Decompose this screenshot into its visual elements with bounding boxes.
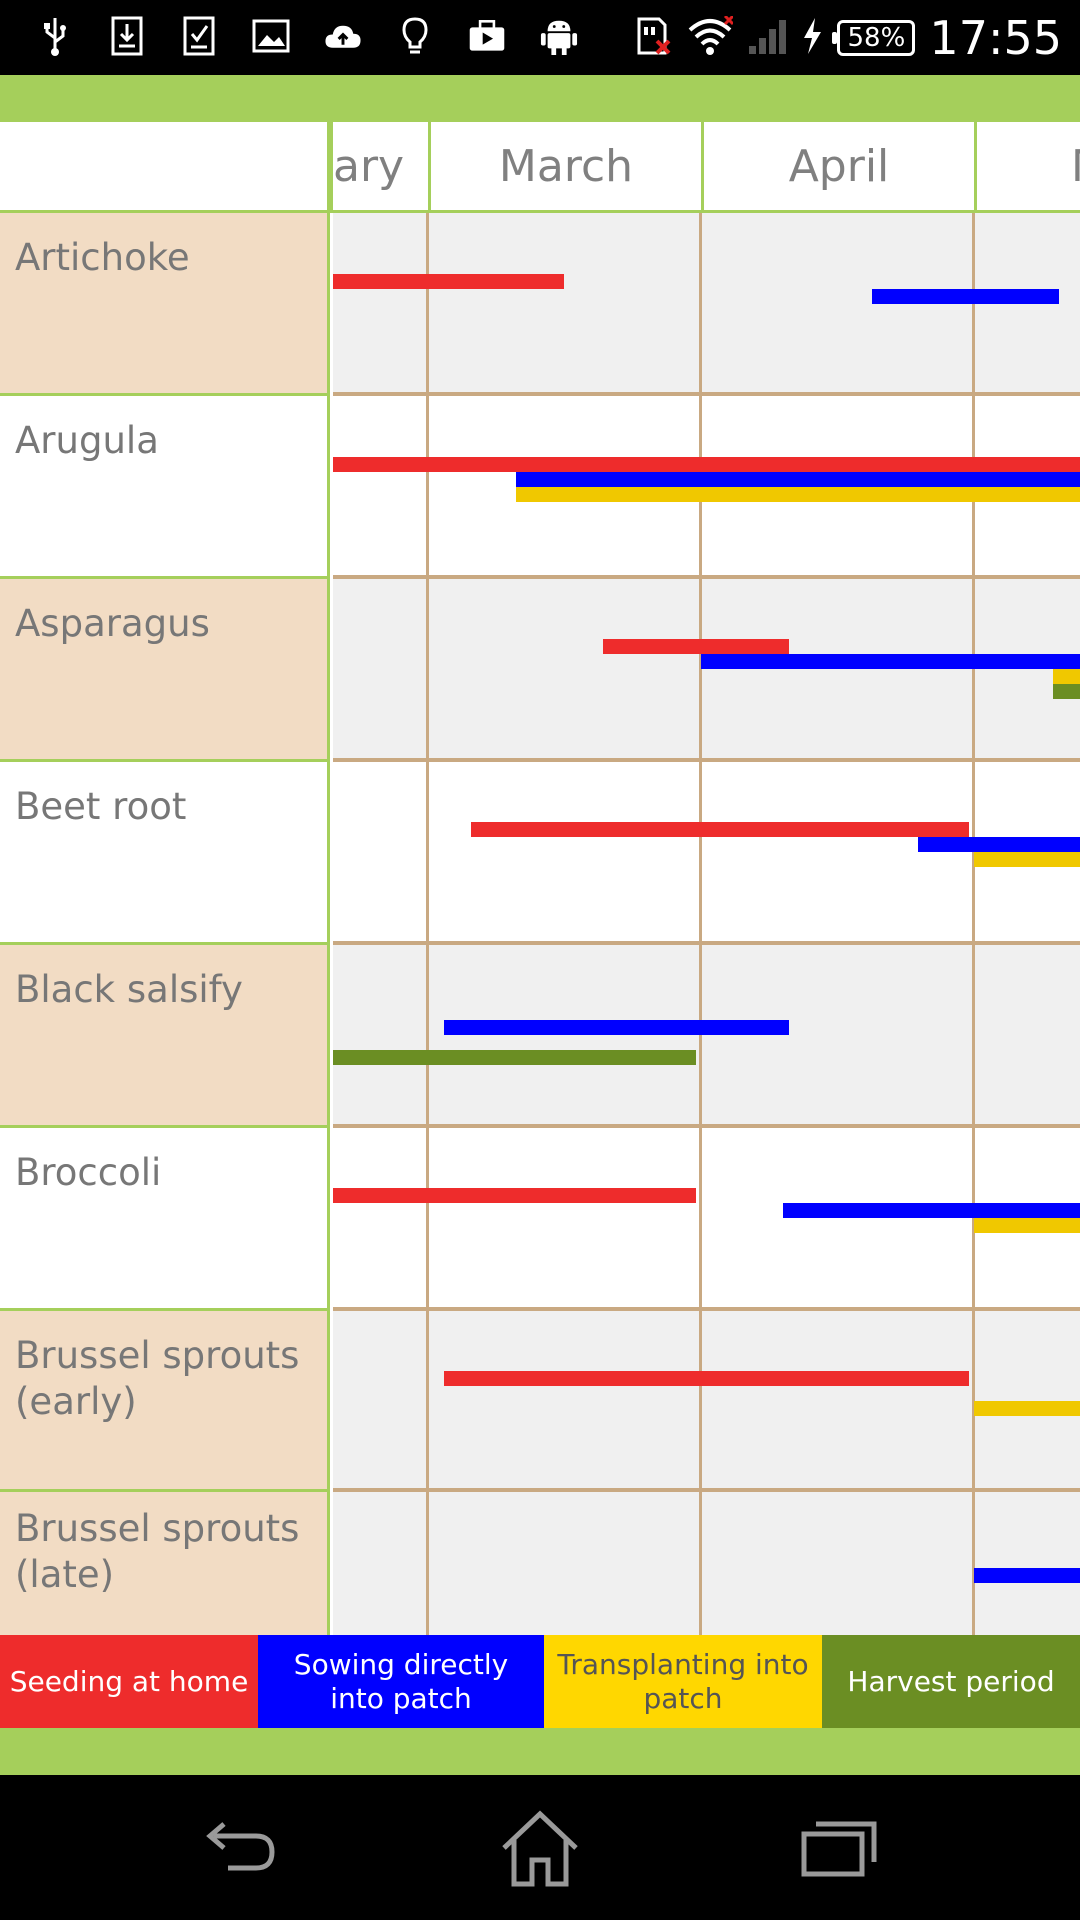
row-bg-asparagus xyxy=(333,579,1080,762)
header-corner xyxy=(0,122,330,213)
battery-level: 58% xyxy=(847,23,906,53)
crop-label-arugula[interactable]: Arugula xyxy=(0,396,330,579)
crop-name: Arugula xyxy=(15,419,159,462)
notification-icons xyxy=(36,16,578,56)
bar-seeding xyxy=(603,639,789,654)
legend-label: Sowing directly into patch xyxy=(293,1647,509,1715)
month-label: March xyxy=(498,140,634,192)
row-bg-brussel-early xyxy=(333,1311,1080,1492)
month-header-may[interactable]: M xyxy=(974,122,1080,213)
app-top-bar xyxy=(0,75,1080,122)
bar-transplanting xyxy=(974,1401,1080,1416)
month-gridline xyxy=(972,213,975,1635)
image-icon xyxy=(252,16,290,56)
checklist-icon xyxy=(180,16,218,56)
cloud-upload-icon xyxy=(324,16,362,56)
bar-seeding xyxy=(333,1188,696,1203)
crop-label-artichoke[interactable]: Artichoke xyxy=(0,213,330,396)
bar-sowing xyxy=(701,654,1080,669)
planting-calendar[interactable]: ary March April M Artichoke Arugula Aspa… xyxy=(0,122,1080,1635)
wifi-icon xyxy=(687,14,735,60)
month-gridline xyxy=(426,213,429,1635)
month-label: ary xyxy=(333,140,405,192)
clock: 17:55 xyxy=(929,11,1062,65)
legend-label: Transplanting into patch xyxy=(557,1647,809,1715)
bar-sowing xyxy=(516,472,1080,487)
system-status: 58% 17:55 xyxy=(633,8,1062,68)
legend-seeding-at-home: Seeding at home xyxy=(0,1635,258,1728)
recent-apps-button[interactable] xyxy=(795,1805,885,1895)
bar-seeding xyxy=(471,822,969,837)
bar-transplanting xyxy=(516,487,1080,502)
month-header-march[interactable]: March xyxy=(428,122,701,213)
crop-name: Brussel sprouts (late) xyxy=(15,1507,300,1596)
back-icon xyxy=(200,1818,280,1882)
briefcase-icon xyxy=(468,16,506,56)
legend-label: Harvest period xyxy=(847,1664,1055,1698)
sd-card-error-icon xyxy=(633,15,673,61)
usb-icon xyxy=(36,16,74,56)
row-bg-artichoke xyxy=(333,213,1080,396)
legend: Seeding at home Sowing directly into pat… xyxy=(0,1635,1080,1728)
month-label: April xyxy=(788,140,890,192)
bar-harvest xyxy=(333,1050,696,1065)
crop-name: Artichoke xyxy=(15,236,190,279)
crop-name: Black salsify xyxy=(15,968,243,1011)
bar-seeding xyxy=(444,1371,969,1386)
bar-sowing xyxy=(918,837,1080,852)
legend-label: Seeding at home xyxy=(9,1664,249,1698)
crop-label-broccoli[interactable]: Broccoli xyxy=(0,1128,330,1311)
home-icon xyxy=(498,1808,582,1892)
lightbulb-icon xyxy=(396,16,434,56)
row-bg-broccoli xyxy=(333,1128,1080,1311)
download-icon xyxy=(108,16,146,56)
month-label: M xyxy=(1071,141,1080,192)
month-gridline xyxy=(699,213,702,1635)
row-bg-black-salsify xyxy=(333,945,1080,1128)
crop-name: Brussel sprouts (early) xyxy=(15,1334,300,1423)
legend-transplanting: Transplanting into patch xyxy=(544,1635,822,1728)
crop-label-brussel-sprouts-early[interactable]: Brussel sprouts (early) xyxy=(0,1311,330,1492)
crop-name: Broccoli xyxy=(15,1151,162,1194)
bar-sowing xyxy=(974,1568,1080,1583)
charging-icon xyxy=(801,16,823,60)
bar-transplanting xyxy=(974,852,1080,867)
crop-name: Asparagus xyxy=(15,602,210,645)
app-bottom-bar xyxy=(0,1728,1080,1775)
month-header-january[interactable]: ary xyxy=(330,122,428,213)
recent-apps-icon xyxy=(800,1818,880,1882)
signal-icon xyxy=(747,16,787,60)
crop-name: Beet root xyxy=(15,785,187,828)
bar-sowing xyxy=(783,1203,1080,1218)
crop-label-beet-root[interactable]: Beet root xyxy=(0,762,330,945)
home-button[interactable] xyxy=(495,1805,585,1895)
crop-label-asparagus[interactable]: Asparagus xyxy=(0,579,330,762)
navigation-bar xyxy=(0,1775,1080,1920)
bar-seeding xyxy=(333,457,1080,472)
bar-sowing xyxy=(444,1020,789,1035)
back-button[interactable] xyxy=(195,1805,285,1895)
month-header-april[interactable]: April xyxy=(701,122,974,213)
bar-transplanting xyxy=(974,1218,1080,1233)
status-bar: 58% 17:55 xyxy=(0,0,1080,75)
battery-indicator: 58% xyxy=(832,20,916,56)
row-bg-beet-root xyxy=(333,762,1080,945)
legend-sowing-directly: Sowing directly into patch xyxy=(258,1635,544,1728)
android-icon xyxy=(540,16,578,56)
bar-transplanting xyxy=(1053,669,1080,684)
crop-label-black-salsify[interactable]: Black salsify xyxy=(0,945,330,1128)
bar-seeding xyxy=(333,274,564,289)
row-bg-brussel-late xyxy=(333,1492,1080,1635)
bar-sowing xyxy=(872,289,1059,304)
legend-harvest-period: Harvest period xyxy=(822,1635,1080,1728)
crop-label-brussel-sprouts-late[interactable]: Brussel sprouts (late) xyxy=(0,1492,330,1635)
bar-harvest xyxy=(1053,684,1080,699)
